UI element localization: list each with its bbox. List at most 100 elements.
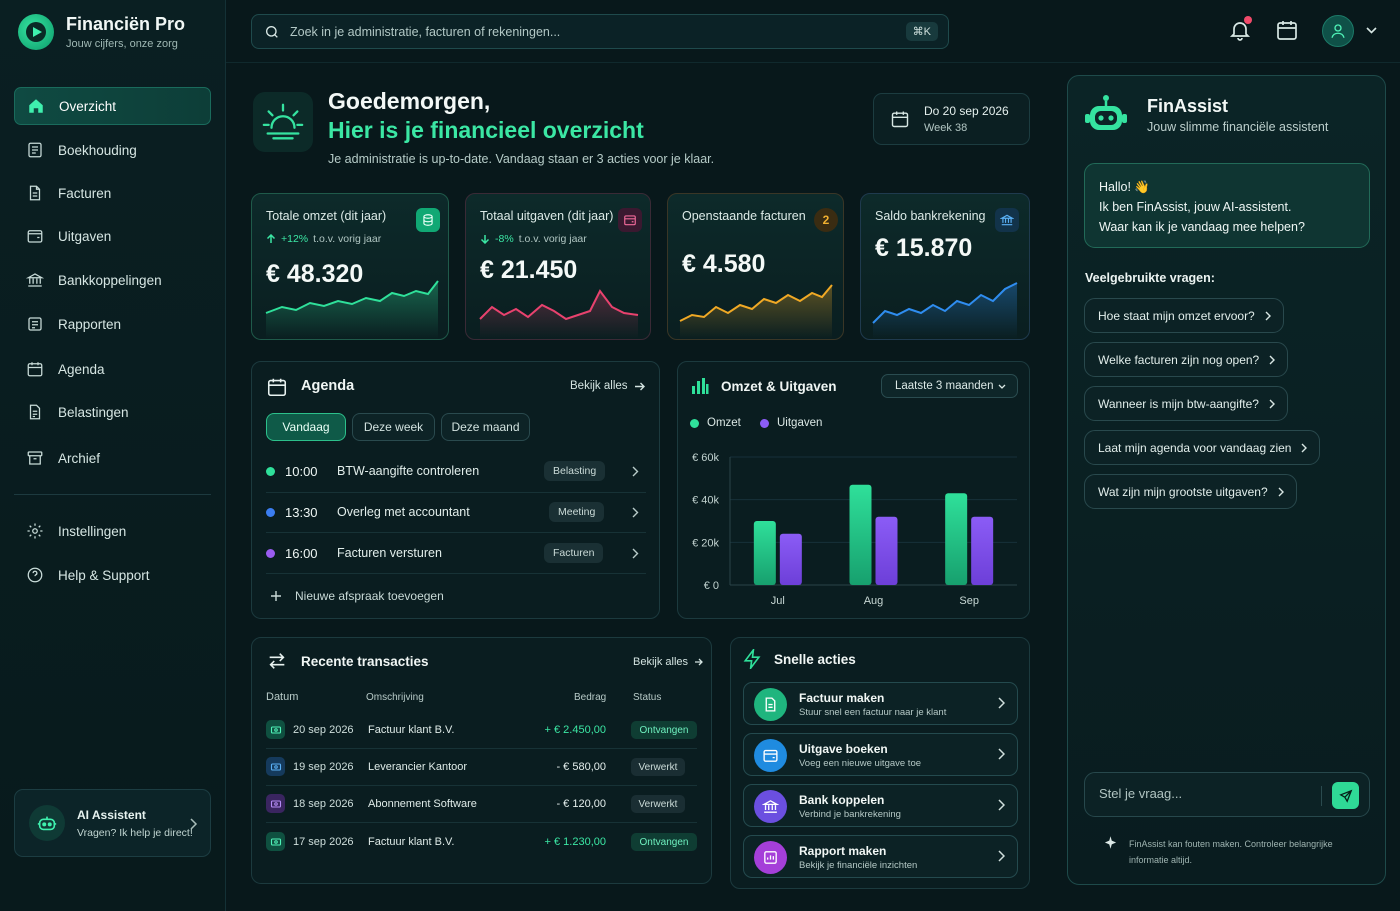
tab-deze-maand[interactable]: Deze maand (441, 413, 530, 441)
bar-uitgaven-sep (971, 516, 994, 585)
bank-icon (754, 790, 787, 823)
column-header-bedrag: Bedrag (574, 692, 607, 703)
nav-label: Bankkoppelingen (58, 272, 162, 288)
chevron-right-icon (632, 466, 639, 476)
nav-item-rapporten[interactable]: Rapporten (14, 305, 211, 343)
tx-description: Factuur klant B.V. (368, 836, 455, 848)
faq-question-button[interactable]: Wanneer is mijn btw-aangifte? (1084, 386, 1288, 421)
chevron-right-icon (998, 748, 1005, 760)
nav-item-uitgaven[interactable]: Uitgaven (14, 217, 211, 255)
nav-item-instellingen[interactable]: Instellingen (14, 512, 211, 550)
tx-description: Factuur klant B.V. (368, 724, 455, 736)
y-tick-label: € 0 (704, 580, 719, 592)
ai-assistant-card[interactable]: AI Assistent Vragen? Ik help je direct! (14, 789, 211, 857)
agenda-item[interactable]: 13:30 Overleg met accountant Meeting (266, 492, 646, 532)
chevron-right-icon (1265, 311, 1271, 320)
assistant-disclaimer: FinAssist kan fouten maken. Controleer b… (1129, 839, 1333, 865)
kpi-card-omzet[interactable]: Totale omzet (dit jaar) +12% t.o.v. vori… (251, 193, 449, 340)
chevron-right-icon (632, 548, 639, 558)
ask-input[interactable] (1099, 786, 1309, 801)
chevron-right-icon (998, 799, 1005, 811)
nav-label: Overzicht (59, 98, 117, 114)
chevron-down-icon[interactable] (1366, 27, 1377, 35)
bar-omzet-jul (753, 521, 776, 585)
quick-action-rapport-maken[interactable]: Rapport maken Bekijk je financiële inzic… (743, 835, 1018, 878)
kpi-card-saldo[interactable]: Saldo bankrekening € 15.870 (860, 193, 1030, 340)
quick-action-uitgave-boeken[interactable]: Uitgave boeken Voeg een nieuwe uitgave t… (743, 733, 1018, 776)
agenda-item[interactable]: 16:00 Facturen versturen Facturen (266, 533, 646, 573)
agenda-item[interactable]: 10:00 BTW-aangifte controleren Belasting (266, 451, 646, 491)
bank-icon (26, 273, 44, 287)
user-avatar[interactable] (1322, 15, 1354, 47)
tx-description: Leverancier Kantoor (368, 761, 468, 773)
plus-icon (271, 591, 281, 601)
tx-amount: + € 1.230,00 (544, 836, 606, 848)
nav-item-boekhouding[interactable]: Boekhouding (14, 131, 211, 169)
agenda-view-all-link[interactable]: Bekijk alles (570, 380, 645, 392)
date-widget[interactable]: Do 20 sep 2026 Week 38 (873, 93, 1030, 145)
quick-action-factuur-maken[interactable]: Factuur maken Stuur snel een factuur naa… (743, 682, 1018, 725)
topbar-divider (226, 62, 1400, 63)
agenda-text: Overleg met accountant (337, 505, 470, 519)
nav-item-help[interactable]: Help & Support (14, 556, 211, 594)
tab-deze-week[interactable]: Deze week (352, 413, 435, 441)
nav-item-overzicht[interactable]: Overzicht (14, 87, 211, 125)
chart-title: Omzet & Uitgaven (721, 379, 837, 394)
notification-button[interactable] (1228, 16, 1252, 42)
period-select[interactable]: Laatste 3 maanden (881, 374, 1018, 398)
search-bar[interactable]: ⌘K (251, 14, 949, 49)
calendar-button[interactable] (1275, 18, 1299, 42)
quick-action-title: Factuur maken (799, 691, 885, 705)
faq-question-button[interactable]: Welke facturen zijn nog open? (1084, 342, 1289, 377)
faq-question-label: Wanneer is mijn btw-aangifte? (1098, 396, 1259, 411)
agenda-text: BTW-aangifte controleren (337, 464, 480, 478)
add-appointment-button[interactable]: Nieuwe afspraak toevoegen (270, 589, 444, 603)
faq-title: Veelgebruikte vragen: (1085, 271, 1215, 285)
transactions-view-all-link[interactable]: Bekijk alles (633, 656, 703, 668)
legend-omzet: Omzet (690, 417, 741, 429)
faq-question-label: Wat zijn mijn grootste uitgaven? (1098, 484, 1268, 499)
agenda-tag: Meeting (549, 502, 605, 522)
lightning-icon (743, 649, 761, 669)
nav-item-belastingen[interactable]: Belastingen (14, 393, 211, 431)
quick-action-bank-koppelen[interactable]: Bank koppelen Verbind je bankrekening (743, 784, 1018, 827)
kpi-value: € 21.450 (480, 256, 578, 284)
faq-question-button[interactable]: Hoe staat mijn omzet ervoor? (1084, 298, 1284, 333)
column-header-omschrijving: Omschrijving (366, 692, 424, 703)
kpi-title: Totaal uitgaven (dit jaar) (480, 209, 614, 223)
arrow-up-icon (266, 234, 276, 243)
legend-swatch (690, 418, 699, 428)
user-icon (1331, 24, 1345, 38)
database-icon (416, 208, 440, 232)
wallet-icon (618, 208, 642, 232)
row-divider (266, 532, 646, 533)
nav-item-facturen[interactable]: Facturen (14, 174, 211, 212)
y-tick-label: € 40k (692, 495, 719, 507)
status-badge: Ontvangen (631, 833, 697, 851)
kpi-card-openstaand[interactable]: Openstaande facturen 2 € 4.580 (667, 193, 844, 340)
chevron-down-icon (998, 384, 1006, 389)
nav-item-agenda[interactable]: Agenda (14, 350, 211, 388)
tab-vandaag[interactable]: Vandaag (266, 413, 346, 441)
quick-action-subtitle: Bekijk je financiële inzichten (799, 860, 918, 871)
brand[interactable]: Financiën Pro Jouw cijfers, onze zorg (18, 14, 185, 50)
faq-question-button[interactable]: Wat zijn mijn grootste uitgaven? (1084, 474, 1297, 509)
ask-input-box[interactable] (1084, 772, 1370, 817)
greeting-line: Waar kan ik je vandaag mee helpen? (1099, 220, 1305, 234)
sparkle-icon (1104, 836, 1117, 849)
faq-question-button[interactable]: Laat mijn agenda voor vandaag zien (1084, 430, 1321, 465)
quick-action-subtitle: Voeg een nieuwe uitgave toe (799, 758, 922, 769)
agenda-tag: Belasting (544, 461, 606, 481)
search-input[interactable] (290, 24, 890, 39)
send-button[interactable] (1332, 782, 1359, 809)
kpi-card-uitgaven[interactable]: Totaal uitgaven (dit jaar) -8% t.o.v. vo… (465, 193, 651, 340)
quick-action-title: Rapport maken (799, 844, 887, 858)
legend-swatch (760, 418, 769, 428)
nav-item-archief[interactable]: Archief (14, 439, 211, 477)
nav-item-bankkoppelingen[interactable]: Bankkoppelingen (14, 261, 211, 299)
legend-uitgaven: Uitgaven (760, 417, 822, 429)
archive-icon (27, 451, 43, 465)
column-header-datum: Datum (266, 691, 299, 703)
kpi-value: € 48.320 (266, 260, 364, 288)
bar-chart: € 0 € 20k € 40k € 60k Jul Aug Sep (692, 452, 1017, 607)
